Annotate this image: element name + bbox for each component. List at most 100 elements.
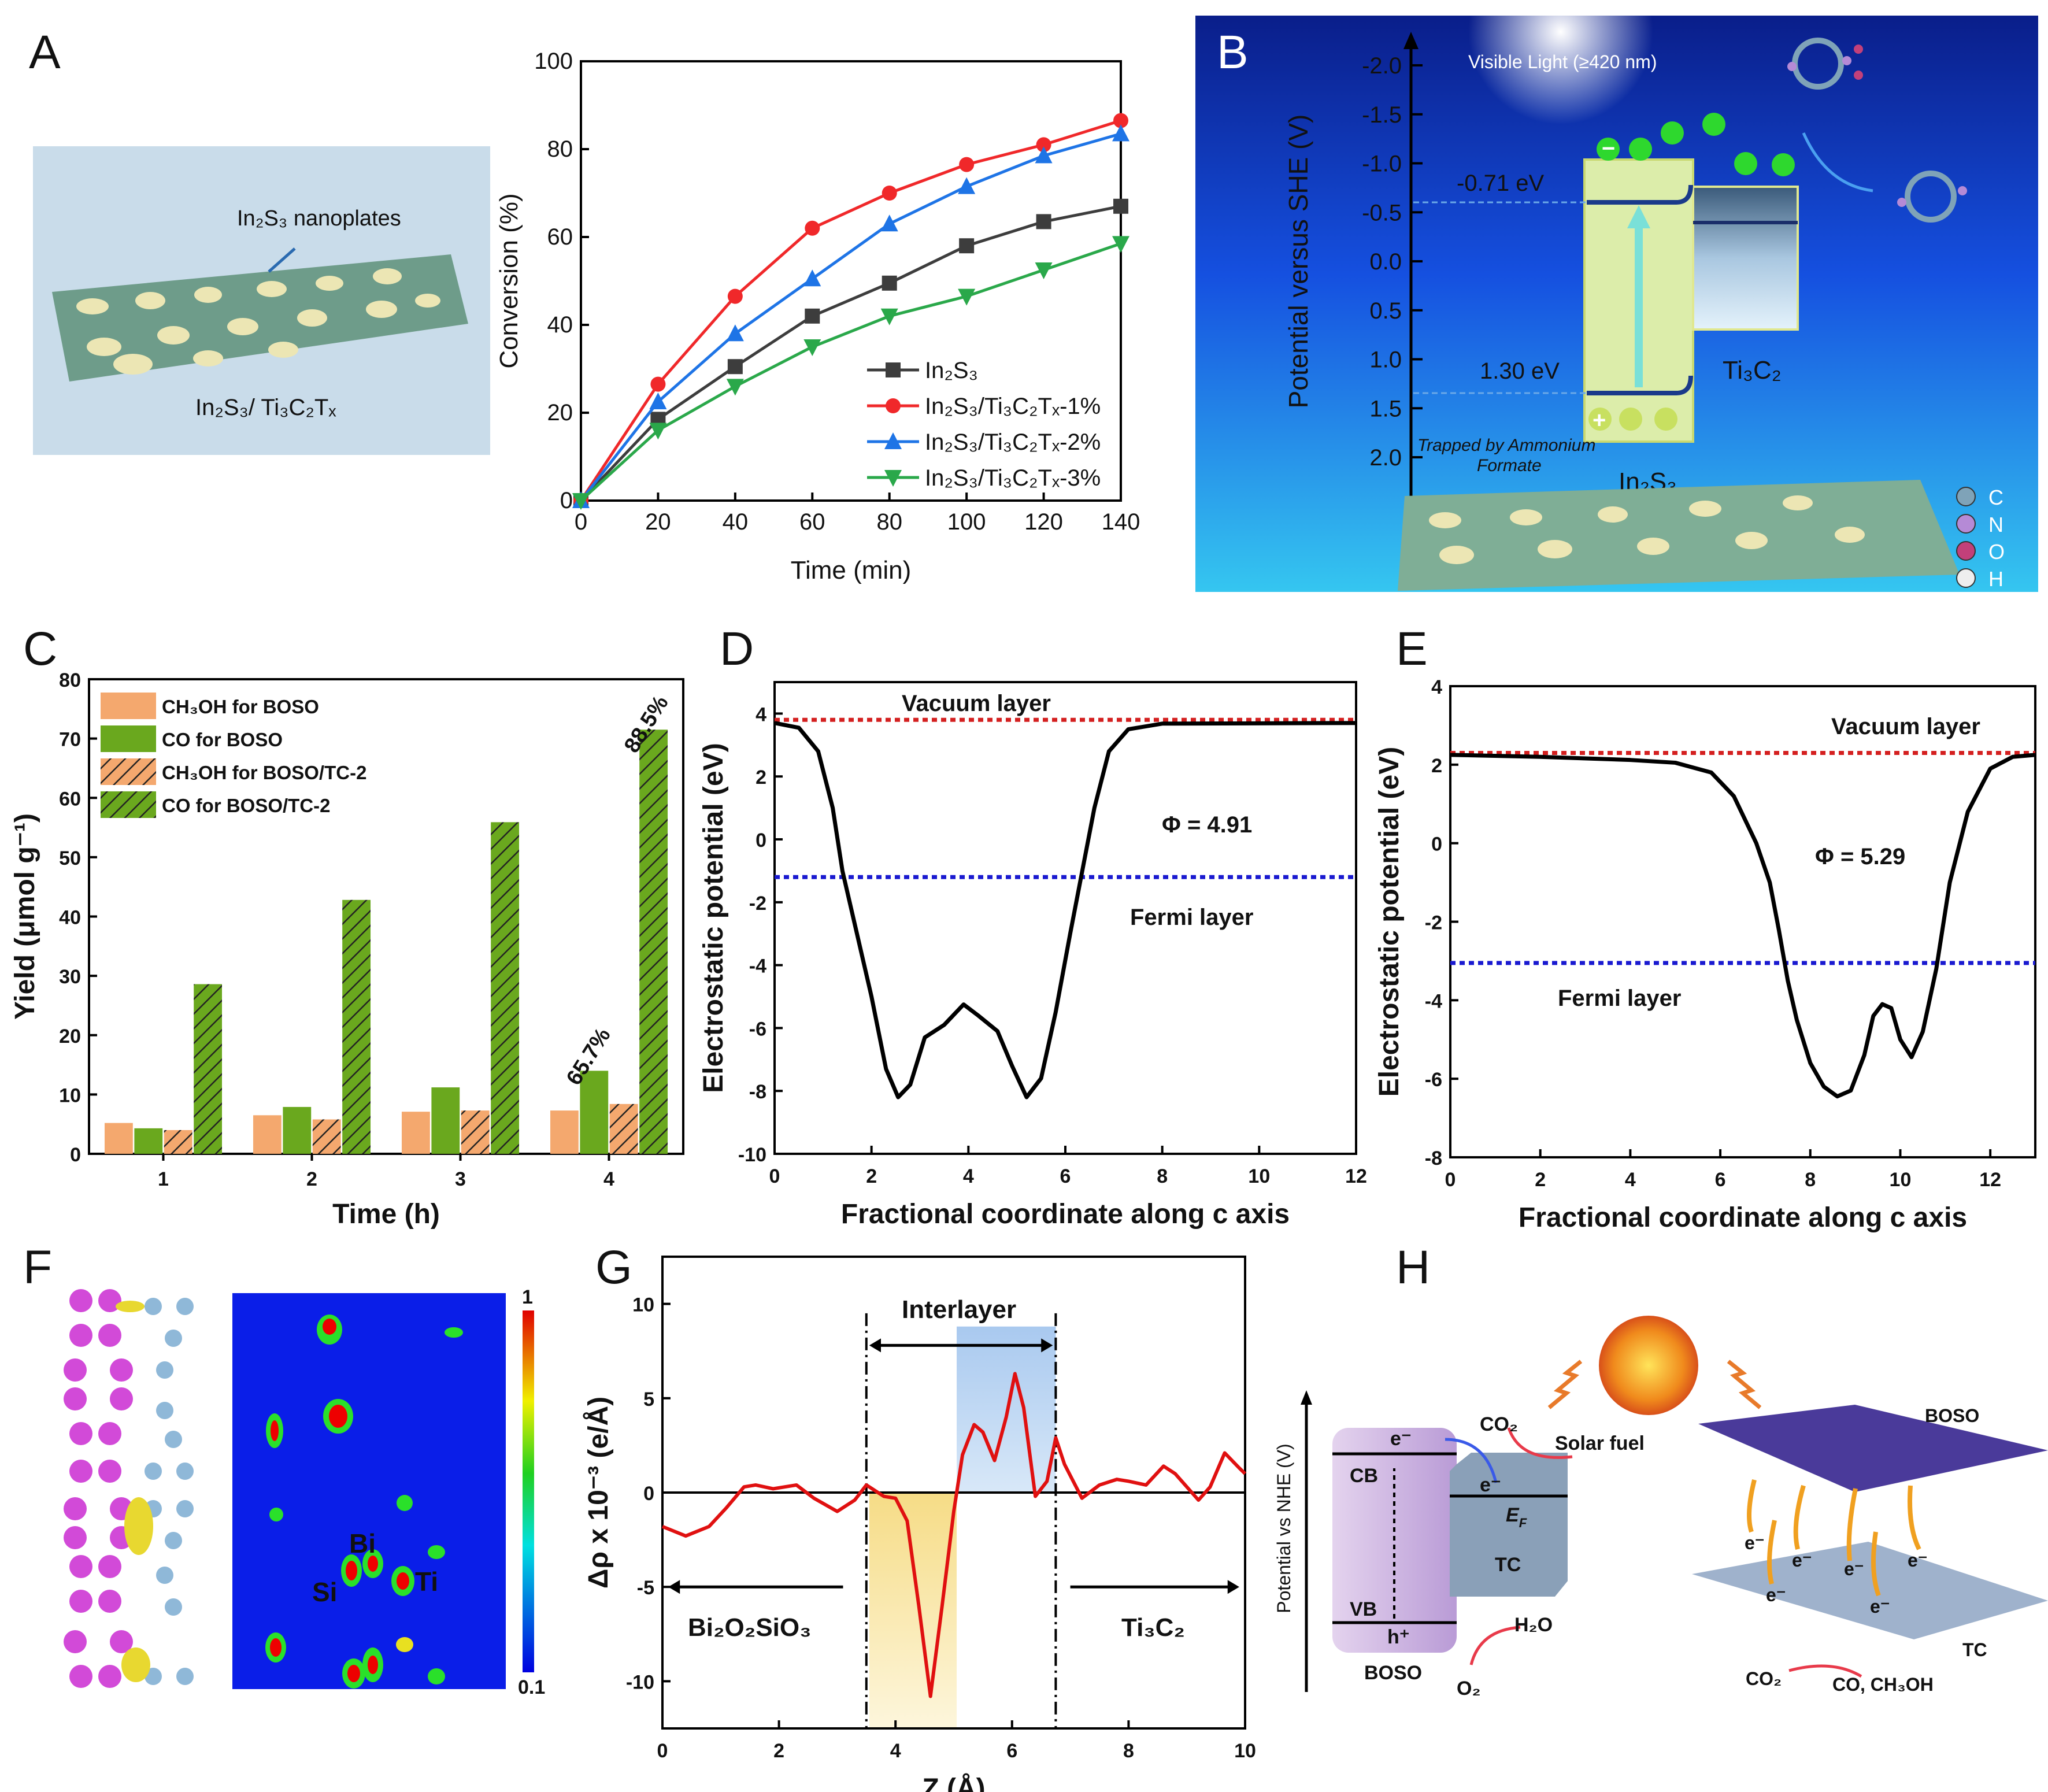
vb-potential-label: 1.30 eV [1480,358,1560,384]
charge-difference-curve [661,1372,1247,1698]
x-tick-label: 8 [1123,1740,1134,1762]
atom-legend-label: N [1988,513,2003,536]
legend-label: In₂S₃/Ti₃C₂Tₓ-1% [925,394,1101,419]
legend-swatch [101,725,156,752]
marker-square [727,359,743,375]
in2s3-nanoplates [76,268,440,375]
potential-axis-title: Potential versus SHE (V) [1283,114,1313,409]
pointer-arrow [268,247,296,273]
y-tick-label: 80 [59,669,81,691]
y-axis-title: Electrostatic potential (eV) [1374,747,1405,1097]
electron-transfer-arrow [1445,1438,1498,1483]
vb-label: VB [1350,1598,1377,1620]
molecule-amine [1897,171,1967,223]
e-fermi-label: Fermi layer [1558,986,1681,1011]
co2-right-label: CO₂ [1746,1668,1782,1689]
sheet-nanoplates [1429,495,1865,564]
series-line [580,205,1121,502]
bar [550,1110,579,1154]
x-tick-label: 0 [769,1165,780,1187]
light-ray-right [1727,1360,1762,1409]
axis-tick-label: -1.5 [1362,102,1402,128]
colorbar [523,1310,534,1672]
tc-sheet [1692,1542,2048,1639]
label-si: Si [312,1577,337,1607]
marker-circle [1036,137,1051,153]
y-tick-label: 2 [755,767,766,788]
sun-icon [1599,1316,1698,1415]
x-tick-label: 12 [1345,1165,1367,1187]
panel-h-mechanism: Potential vs NHE (V) e⁻ CB VB h⁺ BOSO e⁻… [1273,1316,2048,1700]
marker-triangle-down [958,288,976,306]
y-tick-label: 30 [59,966,81,988]
y-tick-label: 0 [1431,834,1442,856]
legend-swatch [101,758,156,785]
bar [401,1112,430,1154]
panel-f-charge-density: Bi Si Ti 1 0.1 [64,1286,545,1698]
marker-square [959,238,975,254]
x-tick-label: 2 [866,1165,877,1187]
y-tick-label: -10 [626,1671,654,1693]
x-tick-label: 0 [1445,1169,1456,1191]
x-tick-label: 1 [158,1168,169,1190]
x-tick-label: 0 [575,509,587,535]
bar [134,1128,163,1154]
tc-box [1450,1453,1568,1597]
legend-label: In₂S₃/Ti₃C₂Tₓ-2% [925,430,1101,455]
x-tick-label: 80 [876,509,902,535]
chart-d-potential: -10 -8 -6 -4 -2 0 2 4 0 2 4 6 8 10 12 Fractional coordi… [698,681,1367,1230]
arrowhead-icon [869,1338,881,1353]
sheet-electron-label: e⁻ [1766,1584,1786,1605]
legend-label: In₂S₃ [925,358,978,383]
marker-triangle-down [803,339,821,356]
panel-label-e: E [1396,623,1428,675]
y-tick-label: -5 [637,1577,654,1599]
marker-circle [882,186,897,201]
marker-triangle-up [649,393,667,409]
cb-label: CB [1350,1465,1378,1487]
axis-tick-label: 1.5 [1369,396,1402,421]
marker-triangle-down [649,423,667,440]
x-tick-label: 4 [963,1165,974,1187]
tc-label: TC [1495,1554,1521,1576]
label-bi: Bi [349,1528,376,1558]
atom-sphere-icon [1956,487,1976,506]
x-tick-label: 20 [645,509,671,535]
in2s3-sheet [1398,480,1960,591]
boso-label: BOSO [1364,1662,1422,1684]
colorbar-min: 0.1 [518,1676,545,1698]
arrowhead-icon [1041,1338,1053,1353]
sheet-electron-label: e⁻ [1844,1558,1864,1579]
y-axis-title: Conversion (%) [495,193,523,368]
bar [342,899,371,1154]
bar [639,730,668,1154]
marker-triangle-down [726,379,744,396]
y-tick-label: 80 [547,136,573,162]
colorbar-max: 1 [522,1286,533,1308]
g-interlayer-label: Interlayer [902,1295,1016,1324]
y-tick-label: 20 [59,1025,81,1047]
ti3c2-label: Ti₃C₂ [1723,356,1782,384]
y-tick-label: 0 [560,488,573,513]
bar [580,1071,609,1154]
x-tick-label: 10 [1234,1740,1256,1762]
x-axis-title: Time (min) [791,556,912,584]
x-axis-title: Fractional coordinate along c axis [841,1199,1290,1230]
potential-curve [1450,753,2036,1099]
x-tick-label: 140 [1102,509,1140,535]
y-tick-label: 100 [534,49,573,74]
water-oxidation-arrow [1469,1626,1521,1665]
axis-tick-label: 2.0 [1369,445,1402,471]
y-tick-label: 2 [1431,755,1442,777]
marker-circle [805,220,820,236]
x-axis-title: Z (Å) [922,1773,985,1792]
marker-square [1036,214,1051,229]
arrowhead-icon [668,1580,680,1594]
marker-triangle-up [880,214,898,232]
y-tick-label: 70 [59,729,81,751]
fermi-sub: F [1519,1516,1527,1530]
atom-legend-label: H [1988,567,2003,591]
marker-triangle-down [884,470,902,487]
x-axis-title: Fractional coordinate along c axis [1519,1202,1967,1233]
legend-label: CH₃OH for BOSO [162,696,319,717]
